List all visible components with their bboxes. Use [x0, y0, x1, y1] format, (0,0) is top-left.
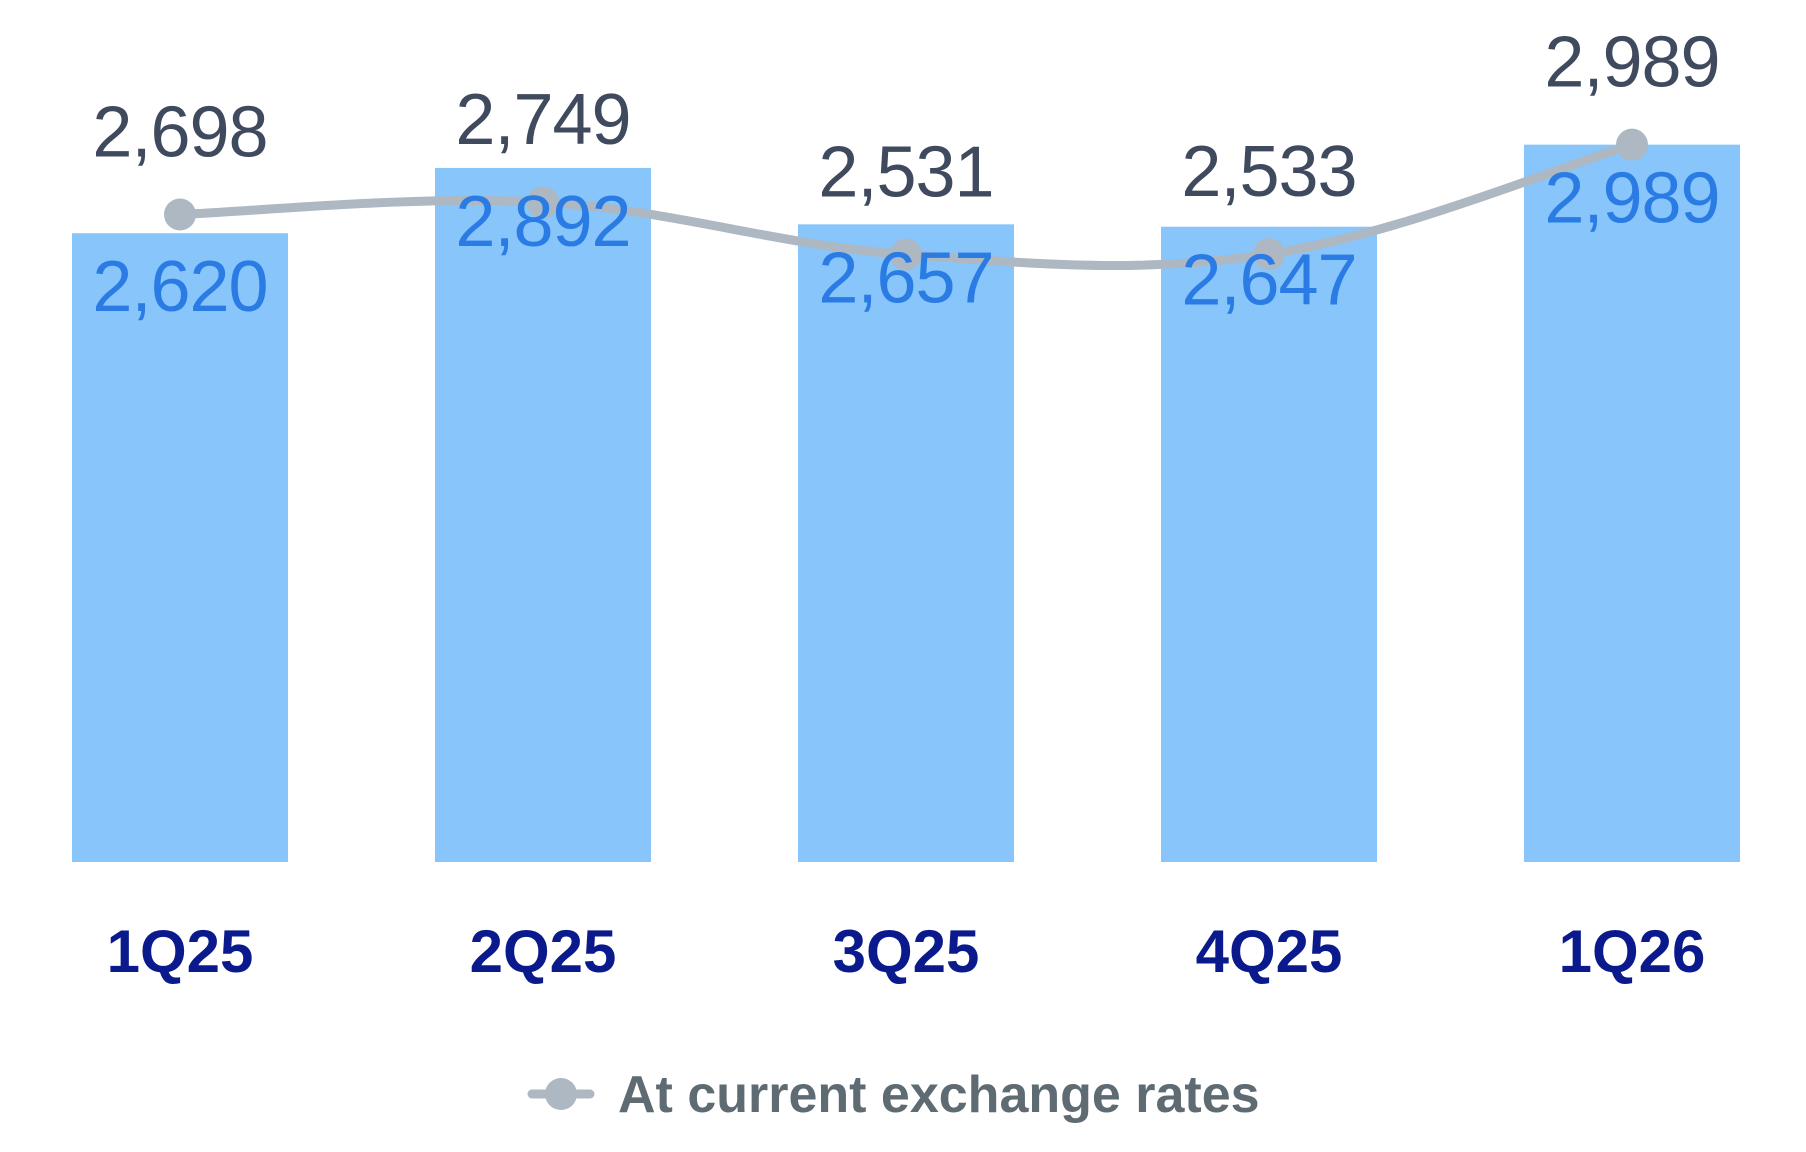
x-tick-label-3Q25: 3Q25	[833, 918, 980, 985]
labels-layer: 2,620 2,892 2,657 2,647 2,989 2,698 2,749 2,531…	[92, 23, 1720, 328]
line-point-2Q25	[527, 186, 559, 219]
bars-layer	[72, 144, 1740, 863]
line-value-label-3Q25: 2,531	[818, 133, 993, 213]
bar-value-label-4Q25: 2,647	[1181, 241, 1356, 321]
bar-value-label-3Q25: 2,657	[818, 238, 993, 318]
line-point-3Q25	[890, 238, 922, 271]
bar-1Q26	[1524, 144, 1740, 862]
line-point-1Q25	[164, 198, 196, 231]
x-tick-label-4Q25: 4Q25	[1196, 918, 1343, 985]
line-point-4Q25	[1253, 238, 1285, 271]
bar-value-label-1Q26: 2,989	[1544, 159, 1719, 239]
legend-label: At current exchange rates	[618, 1066, 1260, 1124]
line-value-label-4Q25: 2,533	[1181, 132, 1356, 212]
x-axis-ticks: 1Q25 2Q25 3Q25 4Q25 1Q26	[107, 918, 1706, 985]
line-value-label-1Q26: 2,989	[1544, 23, 1719, 103]
bar-value-label-2Q25: 2,892	[455, 182, 630, 262]
line-point-1Q26	[1616, 128, 1648, 161]
legend: At current exchange rates	[527, 1066, 1260, 1124]
bar-1Q25	[72, 233, 288, 862]
bar-3Q25	[798, 224, 1014, 862]
x-tick-label-1Q26: 1Q26	[1559, 918, 1706, 985]
bar-value-label-1Q25: 2,620	[92, 247, 267, 327]
bar-2Q25	[435, 167, 651, 863]
bar-4Q25	[1161, 226, 1377, 863]
x-tick-label-2Q25: 2Q25	[470, 918, 617, 985]
line-value-label-1Q25: 2,698	[92, 92, 267, 172]
x-tick-label-1Q25: 1Q25	[107, 918, 254, 985]
line-layer	[164, 128, 1648, 271]
line-value-label-2Q25: 2,749	[455, 80, 630, 160]
legend-marker-icon	[545, 1078, 577, 1110]
